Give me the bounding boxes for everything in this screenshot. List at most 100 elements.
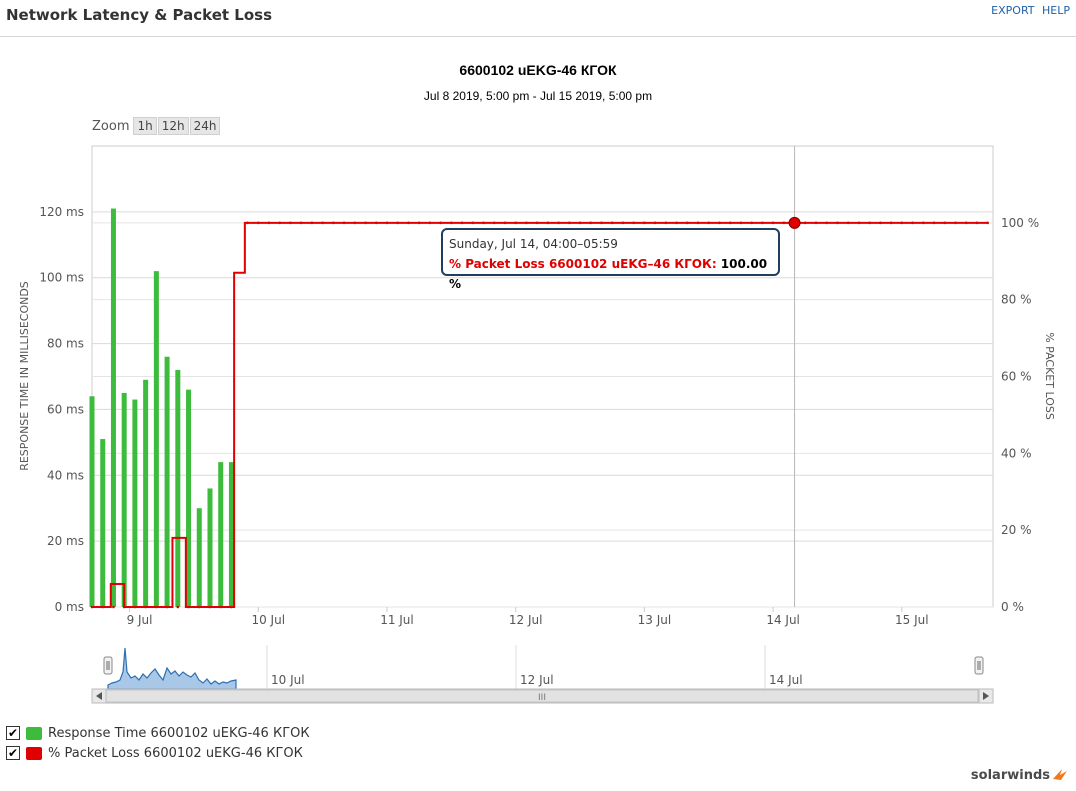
brand-bird-icon: [1053, 769, 1067, 780]
packet-loss-marker: [90, 605, 94, 609]
legend-label-response-time: Response Time 6600102 uEKG-46 КГОК: [48, 725, 310, 741]
packet-loss-marker: [112, 605, 115, 609]
y-left-axis-title: RESPONSE TIME IN MILLISECONDS: [18, 281, 31, 471]
navigator-label: 10 Jul: [271, 673, 305, 687]
packet-loss-marker: [675, 221, 678, 225]
packet-loss-marker: [299, 221, 303, 225]
zoom-1h-button[interactable]: 1h: [133, 117, 157, 135]
response-time-bar: [153, 271, 159, 607]
packet-loss-marker: [535, 221, 539, 225]
packet-loss-marker: [943, 221, 947, 225]
legend-item-response-time[interactable]: ✔ Response Time 6600102 uEKG-46 КГОК: [6, 723, 310, 743]
response-time-bar: [121, 392, 127, 607]
tooltip-value-line: % Packet Loss 6600102 uEKG–46 КГОК: 100.…: [449, 257, 768, 291]
navigator-handle[interactable]: [103, 656, 113, 675]
scrollbar-grip: III: [538, 693, 546, 703]
y-right-tick-label: 40 %: [1001, 446, 1032, 460]
response-time-bar: [100, 439, 106, 607]
zoom-12h-button[interactable]: 12h: [157, 117, 189, 135]
help-link[interactable]: HELP: [1042, 4, 1070, 17]
packet-loss-marker: [954, 221, 957, 225]
response-time-bar: [143, 379, 149, 607]
response-time-bar: [132, 399, 138, 607]
packet-loss-marker: [267, 221, 271, 225]
packet-loss-marker: [578, 221, 582, 225]
packet-loss-marker: [750, 221, 753, 225]
y-right-tick-label: 20 %: [1001, 523, 1032, 537]
packet-loss-marker: [739, 221, 743, 225]
packet-loss-marker: [353, 221, 357, 225]
y-right-tick-label: 80 %: [1001, 293, 1032, 307]
packet-loss-marker: [332, 221, 335, 225]
response-time-bar: [228, 462, 234, 607]
y-left-tick-label: 40 ms: [47, 468, 84, 482]
packet-loss-marker: [568, 221, 571, 225]
packet-loss-marker: [857, 221, 861, 225]
packet-loss-marker: [621, 221, 625, 225]
legend: ✔ Response Time 6600102 uEKG-46 КГОК ✔ %…: [6, 723, 310, 763]
packet-loss-marker: [342, 221, 346, 225]
packet-loss-marker: [782, 221, 786, 225]
tooltip-series-label: % Packet Loss 6600102 uEKG–46 КГОК: [449, 257, 712, 271]
response-time-bar: [175, 369, 181, 607]
packet-loss-marker: [471, 221, 475, 225]
packet-loss-marker: [321, 221, 324, 225]
packet-loss-marker: [718, 221, 721, 225]
response-time-bar: [218, 462, 224, 607]
packet-loss-marker: [986, 221, 989, 225]
tooltip-time: Sunday, Jul 14, 04:00–05:59: [449, 237, 618, 251]
brand-text: solarwinds: [970, 767, 1050, 783]
navigator-handle[interactable]: [974, 656, 984, 675]
y-right-tick-label: 0 %: [1001, 600, 1024, 614]
export-link[interactable]: EXPORT: [991, 4, 1035, 17]
zoom-24h-button[interactable]: 24h: [189, 117, 221, 135]
chart-title: 6600102 uEKG-46 КГОК: [459, 62, 617, 78]
packet-loss-marker: [101, 605, 105, 609]
response-time-bar: [110, 208, 116, 608]
y-left-tick-label: 60 ms: [47, 402, 84, 416]
legend-checkbox-packet-loss[interactable]: ✔: [6, 746, 20, 760]
packet-loss-marker: [187, 605, 190, 609]
packet-loss-marker: [374, 221, 378, 225]
packet-loss-marker: [385, 221, 389, 225]
packet-loss-marker: [208, 605, 212, 609]
packet-loss-marker: [133, 605, 137, 609]
packet-loss-marker: [686, 221, 689, 225]
packet-loss-marker: [814, 221, 818, 225]
widget-header: Network Latency & Packet Loss EXPORT HEL…: [0, 0, 1076, 37]
y-right-tick-label: 100 %: [1001, 216, 1039, 230]
packet-loss-marker: [868, 221, 871, 225]
chart-subtitle: Jul 8 2019, 5:00 pm - Jul 15 2019, 5:00 …: [423, 89, 653, 103]
packet-loss-marker: [846, 221, 850, 225]
packet-loss-marker: [557, 221, 560, 225]
x-tick-label: 14 Jul: [766, 613, 800, 627]
y-left-tick-label: 0 ms: [55, 600, 84, 614]
packet-loss-marker: [911, 221, 914, 225]
packet-loss-marker: [450, 221, 453, 225]
packet-loss-marker: [407, 221, 410, 225]
packet-loss-marker: [364, 221, 367, 225]
x-tick-label: 9 Jul: [127, 613, 153, 627]
packet-loss-marker: [664, 221, 668, 225]
y-right-tick-label: 60 %: [1001, 370, 1032, 384]
packet-loss-marker: [525, 221, 528, 225]
navigator-label: 12 Jul: [520, 673, 554, 687]
packet-loss-marker: [546, 221, 550, 225]
packet-loss-marker: [310, 221, 314, 225]
x-tick-label: 11 Jul: [380, 613, 414, 627]
zoom-label: Zoom: [92, 118, 130, 134]
packet-loss-marker: [632, 221, 635, 225]
brand-logo: solarwinds: [971, 767, 1068, 783]
legend-checkbox-response-time[interactable]: ✔: [6, 726, 20, 740]
navigator-series-area: [107, 647, 237, 690]
packet-loss-marker: [514, 221, 517, 225]
packet-loss-marker: [932, 221, 936, 225]
legend-item-packet-loss[interactable]: ✔ % Packet Loss 6600102 uEKG-46 КГОК: [6, 743, 310, 763]
response-time-bar: [164, 356, 170, 607]
x-tick-label: 15 Jul: [895, 613, 929, 627]
packet-loss-marker: [900, 221, 904, 225]
response-time-bar: [89, 396, 95, 607]
packet-loss-marker: [289, 221, 292, 225]
legend-swatch-packet-loss: [26, 746, 42, 760]
